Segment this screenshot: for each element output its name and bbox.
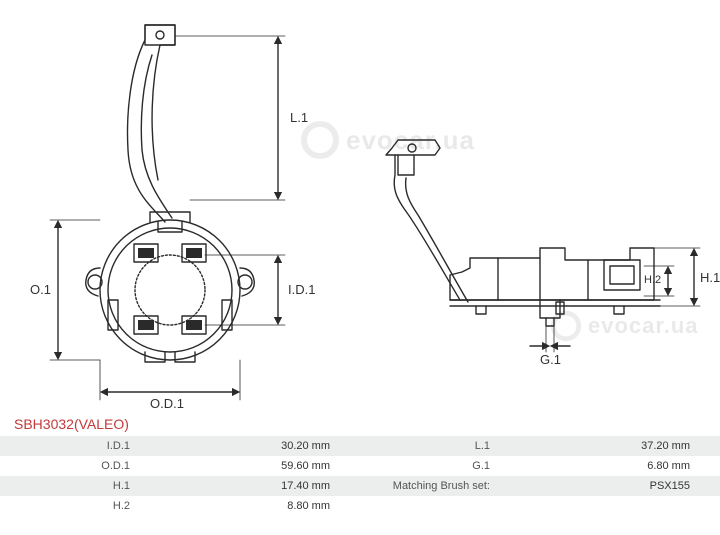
spec-key: H.1 <box>0 476 144 496</box>
dim-label-h2: H.2 <box>644 274 661 286</box>
spec-table: I.D.130.20 mmL.137.20 mmO.D.159.60 mmG.1… <box>0 436 720 516</box>
spec-value: PSX155 <box>504 476 720 496</box>
spec-value: 6.80 mm <box>504 456 720 476</box>
spec-value <box>504 496 720 516</box>
diagram-area: evocar.ua evocar.ua <box>0 0 720 410</box>
part-number: SBH3032 <box>14 416 74 432</box>
spec-key: G.1 <box>360 456 504 476</box>
dim-label-g1: G.1 <box>540 352 561 367</box>
dim-label-l1: L.1 <box>290 110 308 125</box>
part-title: SBH3032(VALEO) <box>0 410 720 436</box>
spec-value: 59.60 mm <box>144 456 360 476</box>
part-maker: (VALEO) <box>74 416 129 432</box>
table-row: O.D.159.60 mmG.16.80 mm <box>0 456 720 476</box>
spec-key: O.D.1 <box>0 456 144 476</box>
dim-label-h1: H.1 <box>700 270 720 285</box>
spec-key: H.2 <box>0 496 144 516</box>
dim-label-o1: O.1 <box>30 282 51 297</box>
table-row: H.117.40 mmMatching Brush set:PSX155 <box>0 476 720 496</box>
dim-label-id1: I.D.1 <box>288 282 315 297</box>
spec-value: 30.20 mm <box>144 436 360 456</box>
spec-key <box>360 496 504 516</box>
spec-value: 37.20 mm <box>504 436 720 456</box>
spec-key: L.1 <box>360 436 504 456</box>
technical-drawing <box>0 0 720 410</box>
spec-key: I.D.1 <box>0 436 144 456</box>
spec-key: Matching Brush set: <box>360 476 504 496</box>
spec-value: 17.40 mm <box>144 476 360 496</box>
table-row: I.D.130.20 mmL.137.20 mm <box>0 436 720 456</box>
dim-label-od1: O.D.1 <box>150 396 184 411</box>
table-row: H.28.80 mm <box>0 496 720 516</box>
spec-value: 8.80 mm <box>144 496 360 516</box>
